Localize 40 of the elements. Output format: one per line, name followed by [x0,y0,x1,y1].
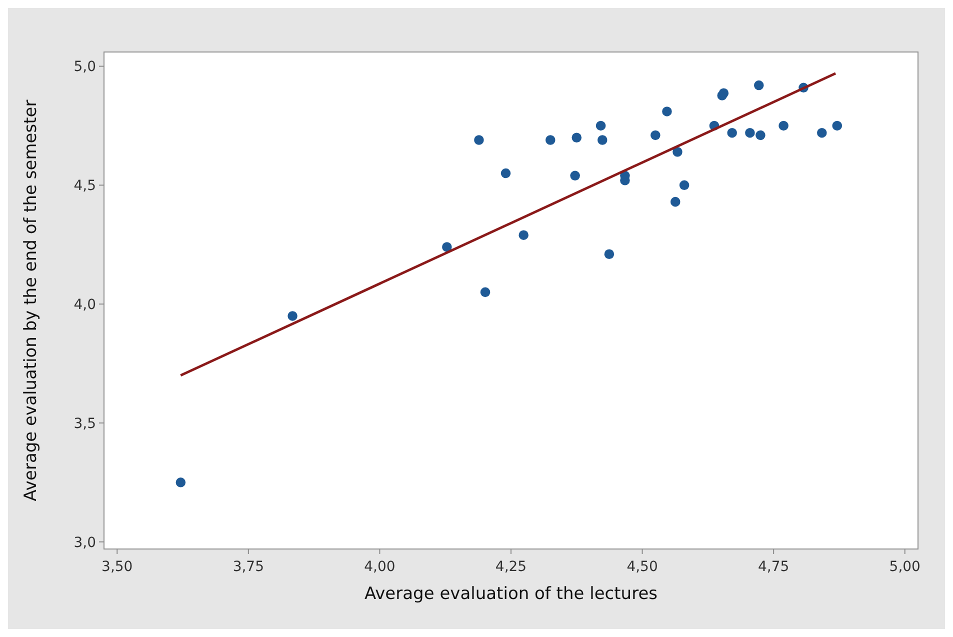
y-tick-label: 3,0 [74,534,96,551]
point [596,120,606,131]
point [778,120,788,131]
x-tick-label: 4,50 [626,559,658,575]
y-tick-label: 3,5 [74,416,96,432]
point [727,128,737,138]
point [754,80,764,90]
y-tick-label: 5,0 [74,59,96,76]
x-tick-label: 4,00 [364,559,396,575]
point [597,135,608,145]
x-tick-label: 3,50 [102,559,133,575]
x-tick-label: 3,75 [232,559,264,575]
x-axis-title: Average evaluation of the lectures [364,584,658,604]
point [572,132,582,142]
point [817,128,827,138]
y-tick-label: 4,5 [74,178,96,194]
point [718,88,729,98]
y-tick-label: 4,0 [74,296,96,313]
point [679,180,690,190]
point [474,135,484,145]
point [832,120,842,131]
point [745,128,755,138]
point [518,230,528,240]
point [662,106,672,116]
point [176,478,186,488]
x-tick-label: 4,75 [758,559,790,575]
point [442,242,452,252]
point [672,147,682,157]
point [288,311,298,321]
point [670,196,680,207]
point [546,135,556,145]
point [604,249,614,260]
y-axis-title: Average evaluation by the end of the semester [21,100,41,502]
x-tick-label: 5,00 [889,559,920,575]
point [570,170,580,181]
x-tick-label: 4,25 [495,559,527,575]
point [756,130,766,140]
point [650,130,660,140]
point [480,287,490,298]
point [500,168,511,178]
